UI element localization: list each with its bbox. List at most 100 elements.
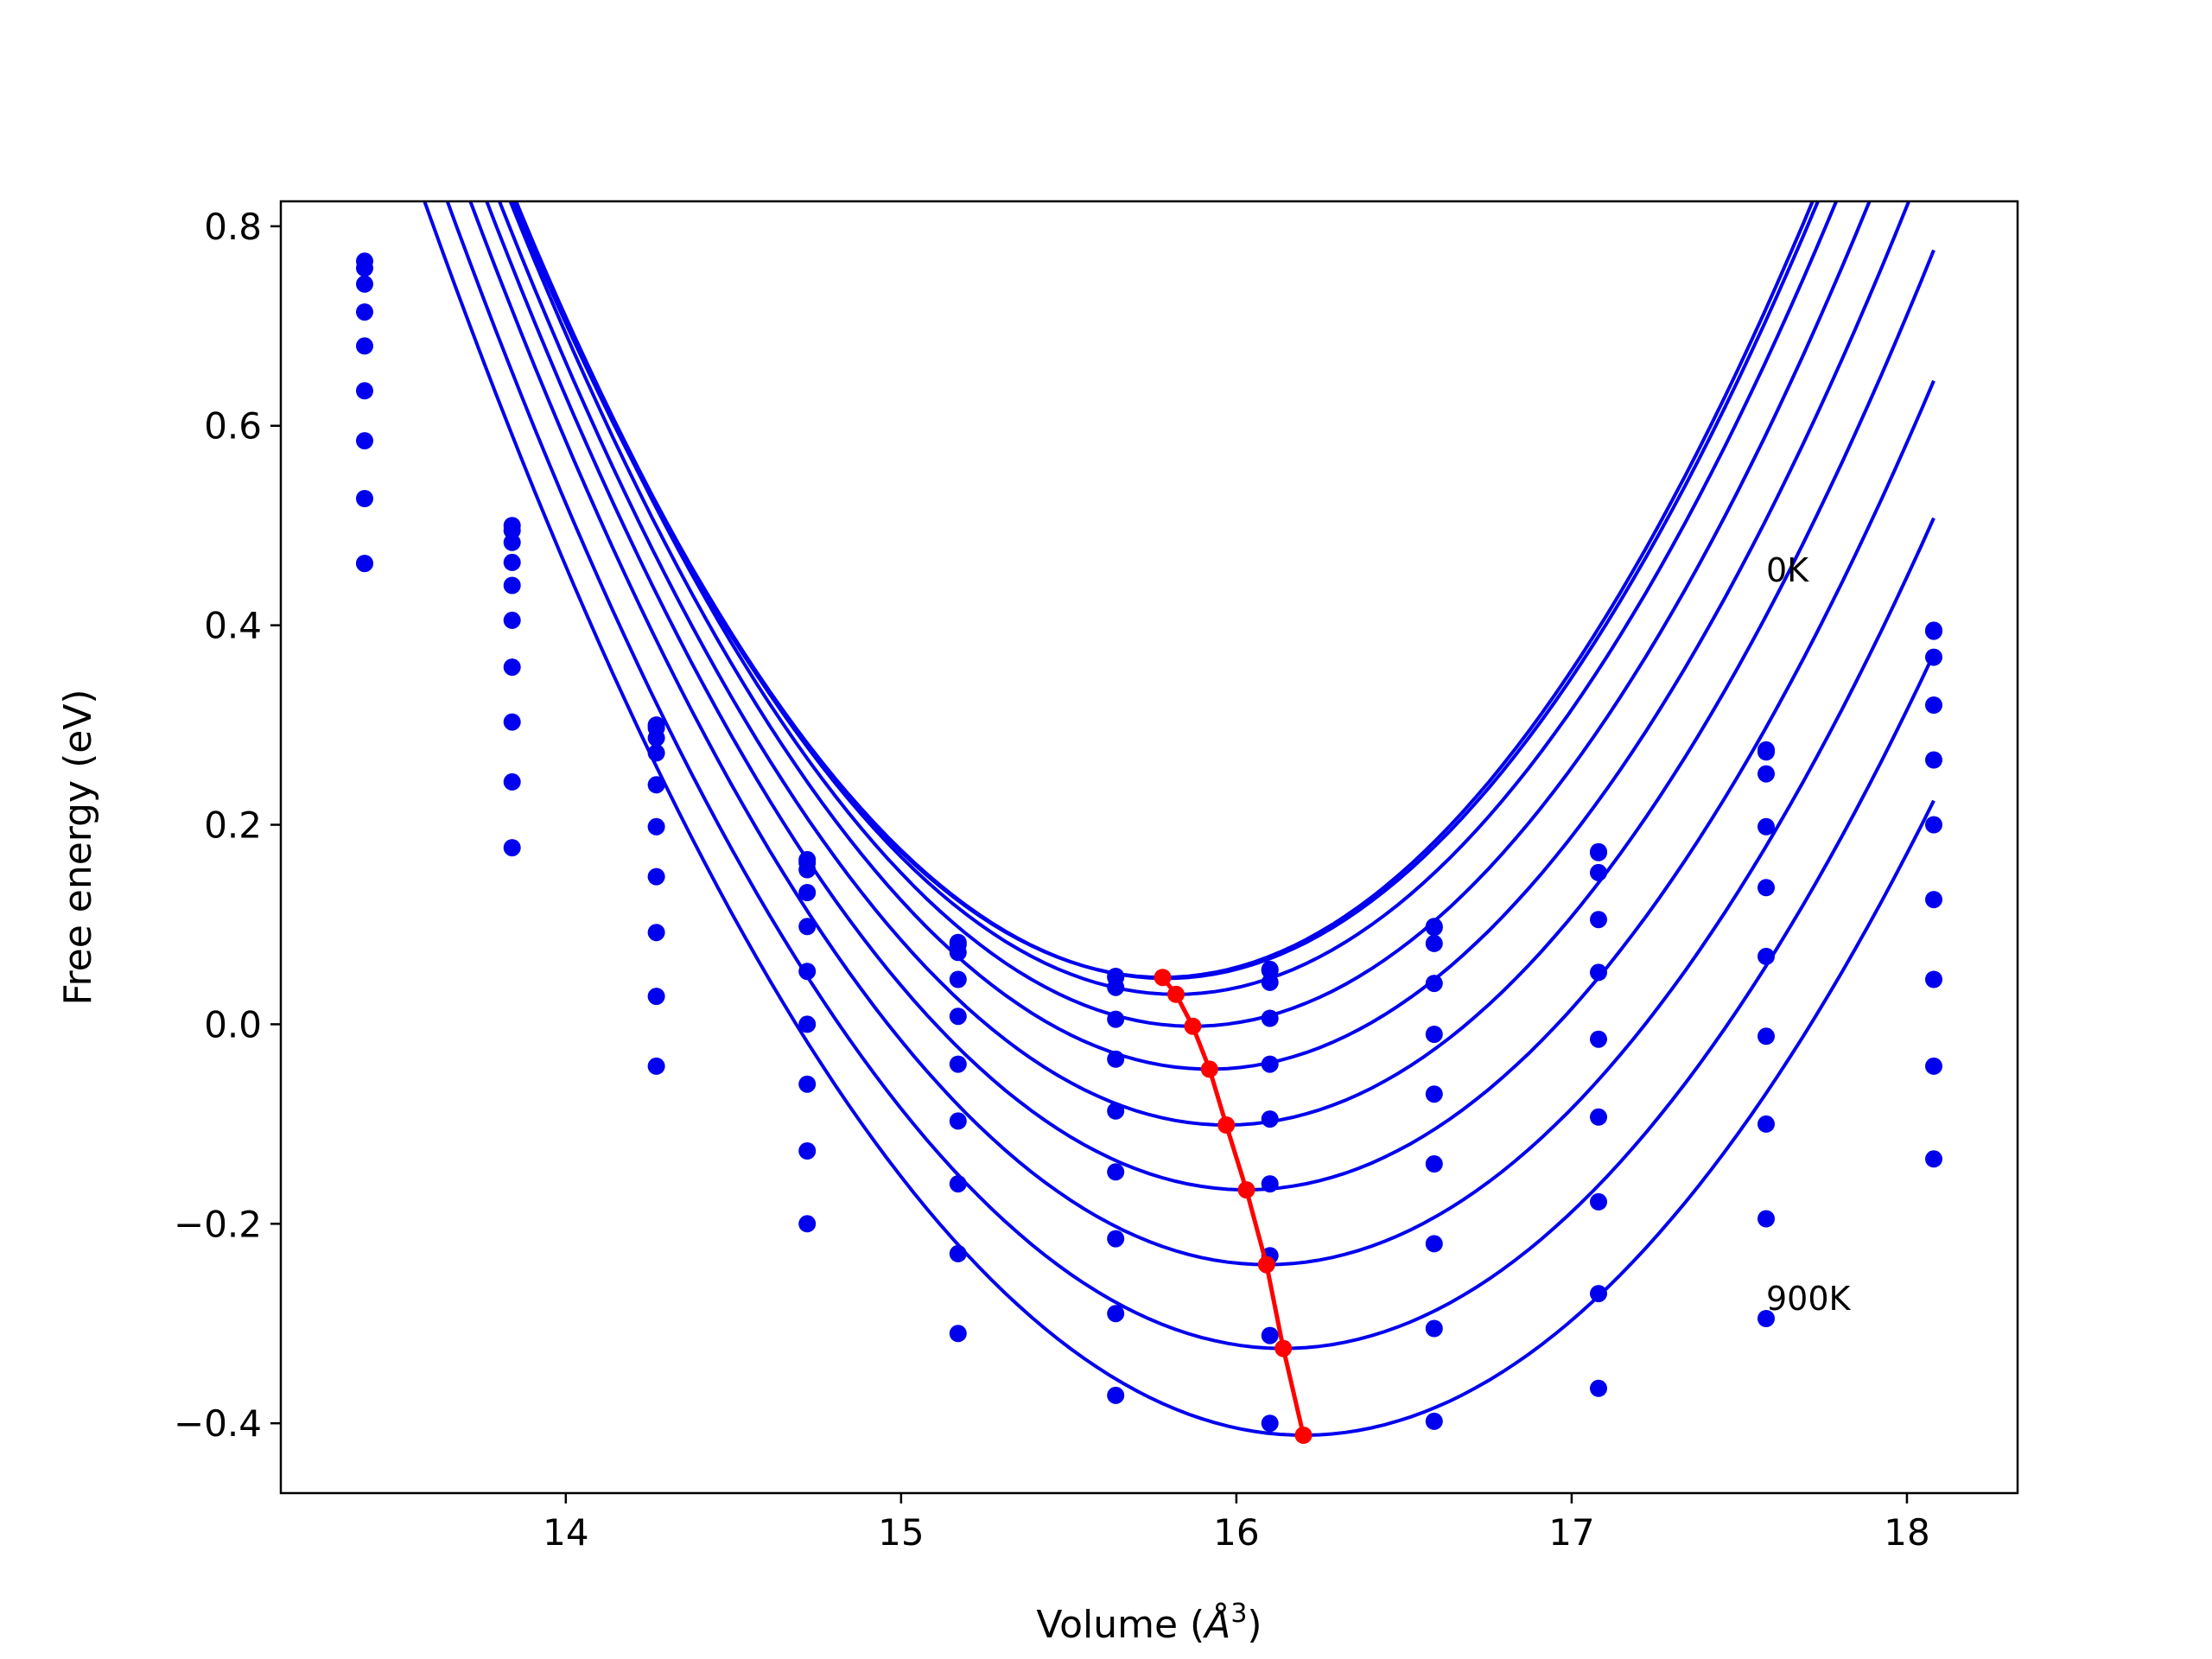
y-tick-label-1: −0.2 <box>174 1203 262 1245</box>
data-point-5-3 <box>798 963 817 981</box>
data-point-1-7 <box>1425 918 1443 937</box>
data-point-4-7 <box>1425 1026 1443 1043</box>
data-point-6-8 <box>1590 1108 1607 1126</box>
data-point-9-6 <box>1261 1414 1279 1433</box>
x-axis-title-unit: Å <box>1202 1601 1230 1647</box>
data-point-3-6 <box>1261 1009 1279 1027</box>
x-tick-label-0: 14 <box>543 1511 588 1554</box>
data-point-5-5 <box>1107 1102 1125 1120</box>
data-point-9-7 <box>1425 1412 1443 1430</box>
x-axis: 14 15 16 17 18 <box>543 1493 1930 1554</box>
data-point-3-7 <box>1425 975 1443 993</box>
fit-curve-7 <box>468 201 1936 1267</box>
data-point-8-3 <box>798 1142 817 1160</box>
data-point-8-8 <box>1590 1285 1607 1303</box>
data-point-6-3 <box>798 1015 817 1033</box>
y-tick-label-0: −0.4 <box>174 1402 262 1445</box>
data-point-5-1 <box>503 611 521 629</box>
data-point-1-9 <box>1758 743 1775 761</box>
data-point-8-2 <box>647 988 665 1006</box>
x-tick-label-4: 18 <box>1884 1511 1929 1554</box>
data-point-4-5 <box>1107 1050 1125 1068</box>
fit-curve-4 <box>508 201 1911 1071</box>
minimum-curve <box>1154 969 1313 1444</box>
fit-curve-8 <box>445 201 1936 1351</box>
data-point-9-1 <box>503 839 521 857</box>
annotation-1: 900K <box>1766 1280 1852 1318</box>
data-point-8-10 <box>1925 1057 1942 1075</box>
data-point-5-2 <box>647 817 665 836</box>
data-point-6-4 <box>949 1112 967 1130</box>
minimum-point-0 <box>1154 969 1172 987</box>
y-axis-title: Free energy (eV) <box>56 689 100 1005</box>
minimum-point-7 <box>1274 1339 1293 1357</box>
plot-area <box>356 201 1942 1444</box>
data-point-2-5 <box>1107 978 1125 996</box>
data-point-2-9 <box>1758 765 1775 783</box>
data-point-1-10 <box>1925 622 1942 640</box>
y-tick-label-6: 0.8 <box>204 206 262 248</box>
minimum-point-6 <box>1257 1255 1275 1274</box>
data-point-1-8 <box>1590 843 1607 861</box>
minimum-point-8 <box>1294 1427 1313 1444</box>
data-point-8-4 <box>949 1244 967 1262</box>
data-point-6-2 <box>647 868 665 886</box>
data-point-4-3 <box>798 918 817 936</box>
data-point-2-8 <box>1590 863 1607 881</box>
y-axis: −0.4 −0.2 0.0 0.2 0.4 0.6 0.8 <box>174 206 281 1445</box>
data-point-2-1 <box>503 533 521 551</box>
data-point-7-2 <box>647 924 665 942</box>
data-point-3-3 <box>798 884 817 901</box>
data-point-3-8 <box>1590 911 1607 929</box>
data-point-5-0 <box>356 382 373 400</box>
data-point-8-9 <box>1758 1210 1775 1228</box>
data-point-4-4 <box>949 1007 967 1026</box>
data-point-3-0 <box>356 303 373 321</box>
data-point-2-4 <box>949 944 967 962</box>
data-point-6-5 <box>1107 1163 1125 1181</box>
data-point-1-0 <box>356 259 373 277</box>
data-point-2-2 <box>647 729 665 747</box>
data-point-7-1 <box>503 713 521 731</box>
data-point-4-10 <box>1925 751 1942 769</box>
data-point-9-9 <box>1758 1310 1775 1327</box>
y-tick-label-5: 0.6 <box>204 405 262 448</box>
data-point-1-6 <box>1261 962 1279 980</box>
data-points <box>356 252 1942 1433</box>
fit-curve-3 <box>514 201 1872 1028</box>
x-axis-title-prefix: Volume ( <box>1036 1603 1205 1647</box>
y-tick-label-3: 0.2 <box>204 804 262 847</box>
data-point-7-3 <box>798 1075 817 1093</box>
minimum-point-1 <box>1167 985 1185 1003</box>
data-point-8-1 <box>503 772 521 791</box>
data-point-9-5 <box>1107 1386 1125 1404</box>
data-point-6-9 <box>1758 1027 1775 1046</box>
data-point-7-9 <box>1758 1115 1775 1133</box>
data-point-3-10 <box>1925 696 1942 714</box>
data-point-9-8 <box>1590 1379 1607 1397</box>
minimum-point-3 <box>1200 1060 1218 1078</box>
x-tick-label-2: 16 <box>1213 1511 1259 1554</box>
data-point-7-5 <box>1107 1230 1125 1248</box>
data-point-5-6 <box>1261 1110 1279 1128</box>
y-tick-label-4: 0.4 <box>204 605 262 647</box>
data-point-8-5 <box>1107 1305 1125 1323</box>
data-point-6-0 <box>356 432 373 450</box>
data-point-6-1 <box>503 658 521 677</box>
x-tick-label-3: 17 <box>1548 1511 1594 1554</box>
data-point-5-9 <box>1758 947 1775 965</box>
data-point-4-9 <box>1758 879 1775 897</box>
x-axis-title-exponent: 3 <box>1230 1599 1247 1629</box>
annotation-0: 0K <box>1766 551 1809 589</box>
data-point-3-5 <box>1107 1010 1125 1028</box>
y-tick-label-2: 0.0 <box>204 1003 262 1046</box>
data-point-4-1 <box>503 576 521 594</box>
data-point-5-4 <box>949 1055 967 1073</box>
data-point-3-4 <box>949 970 967 988</box>
data-point-9-2 <box>647 1057 665 1075</box>
fit-curve-9 <box>423 201 1936 1438</box>
data-point-6-6 <box>1261 1175 1279 1193</box>
data-point-5-7 <box>1425 1085 1443 1103</box>
